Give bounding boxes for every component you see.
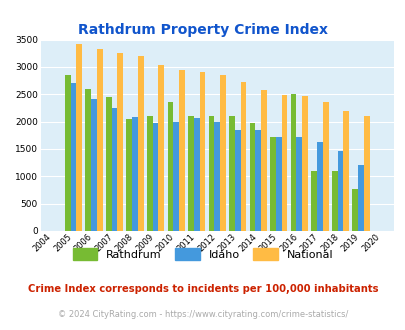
Bar (188, 116, 193, 231)
Bar (357, 165, 363, 231)
Bar (167, 103, 173, 231)
Bar (296, 138, 301, 231)
Bar (249, 123, 255, 231)
Bar (173, 122, 179, 231)
Bar (301, 96, 307, 231)
Bar (111, 108, 117, 231)
Bar (260, 90, 266, 231)
Bar (70, 83, 76, 231)
Bar (147, 116, 152, 231)
Bar (126, 119, 132, 231)
Bar (234, 130, 240, 231)
Bar (228, 116, 234, 231)
Bar (343, 111, 348, 231)
Bar (214, 122, 220, 231)
Bar (138, 56, 143, 231)
Bar (316, 142, 322, 231)
Legend: Rathdrum, Idaho, National: Rathdrum, Idaho, National (73, 248, 332, 260)
Bar (337, 151, 343, 231)
Bar (117, 53, 123, 231)
Bar (208, 116, 214, 231)
Bar (132, 117, 138, 231)
Bar (363, 116, 369, 231)
Bar (97, 49, 102, 231)
Bar (91, 99, 97, 231)
Bar (269, 137, 275, 231)
Bar (275, 138, 281, 231)
Bar (281, 95, 287, 231)
Bar (179, 70, 184, 231)
Bar (85, 89, 91, 231)
Bar (322, 102, 328, 231)
Bar (152, 123, 158, 231)
Bar (65, 75, 70, 231)
Bar (290, 94, 296, 231)
Bar (352, 189, 357, 231)
Bar (193, 118, 199, 231)
Text: Rathdrum Property Crime Index: Rathdrum Property Crime Index (78, 23, 327, 37)
Bar (255, 130, 260, 231)
Bar (106, 97, 111, 231)
Bar (311, 171, 316, 231)
Bar (220, 75, 225, 231)
Text: Crime Index corresponds to incidents per 100,000 inhabitants: Crime Index corresponds to incidents per… (28, 284, 377, 294)
Bar (76, 44, 82, 231)
Text: © 2024 CityRating.com - https://www.cityrating.com/crime-statistics/: © 2024 CityRating.com - https://www.city… (58, 310, 347, 319)
Bar (199, 72, 205, 231)
Bar (158, 65, 164, 231)
Bar (331, 171, 337, 231)
Bar (240, 82, 246, 231)
